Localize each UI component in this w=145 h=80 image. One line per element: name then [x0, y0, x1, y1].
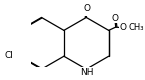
Text: NH: NH [80, 68, 94, 77]
Text: O: O [111, 14, 118, 23]
Text: O: O [84, 4, 91, 13]
Text: CH₃: CH₃ [128, 23, 144, 32]
Text: O: O [120, 23, 127, 32]
Text: Cl: Cl [5, 51, 14, 60]
